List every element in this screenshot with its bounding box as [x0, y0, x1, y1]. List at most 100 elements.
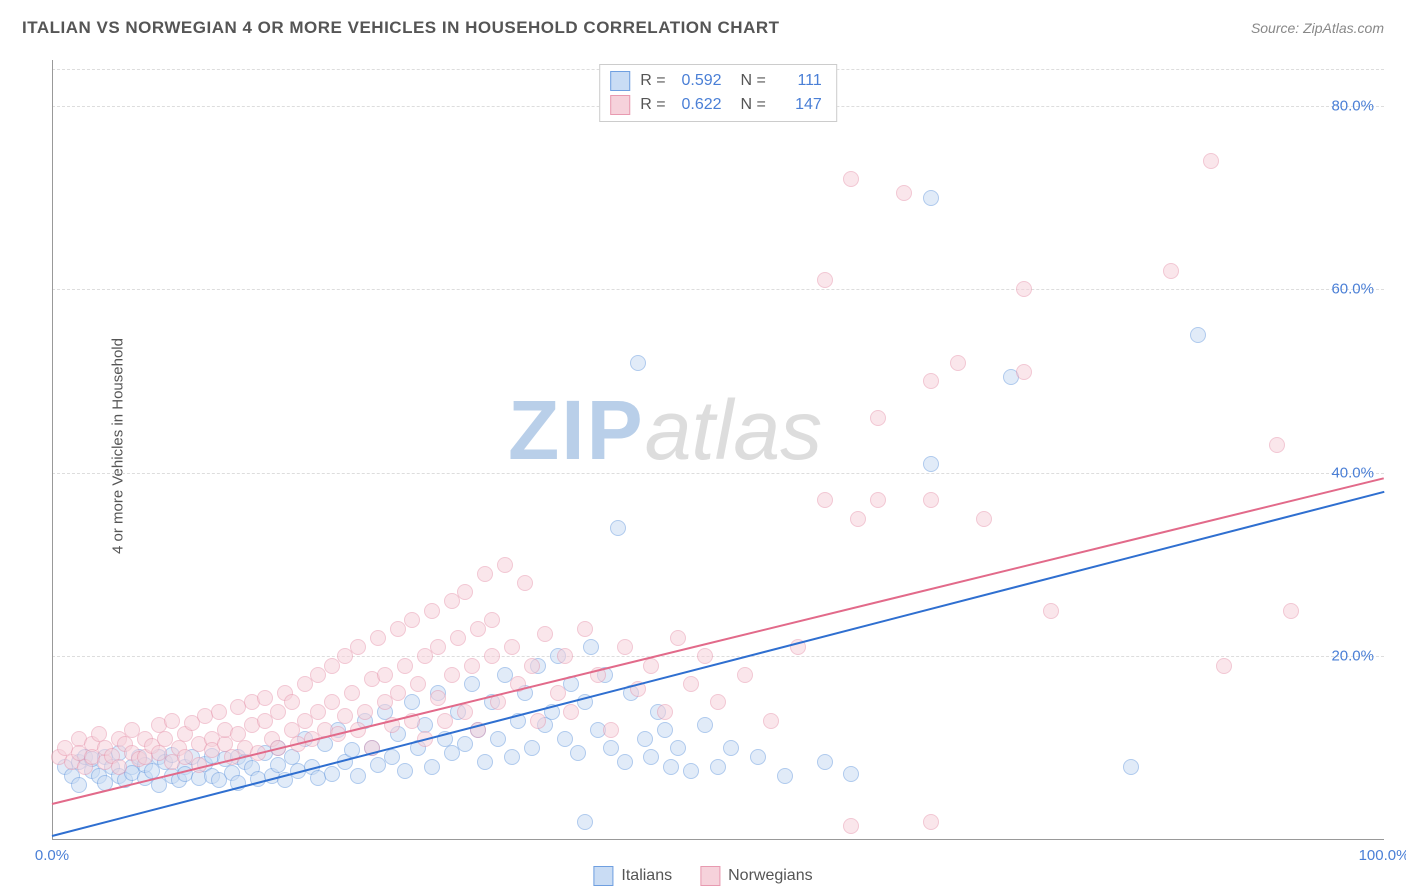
data-point — [484, 648, 500, 664]
data-point — [424, 603, 440, 619]
data-point — [350, 639, 366, 655]
x-axis — [52, 839, 1384, 840]
data-point — [350, 768, 366, 784]
data-point — [464, 658, 480, 674]
data-point — [843, 766, 859, 782]
data-point — [710, 694, 726, 710]
y-tick-label: 40.0% — [1331, 464, 1374, 481]
chart-title: ITALIAN VS NORWEGIAN 4 OR MORE VEHICLES … — [22, 18, 780, 38]
data-point — [923, 190, 939, 206]
data-point — [430, 690, 446, 706]
legend-swatch — [593, 866, 613, 886]
data-point — [710, 759, 726, 775]
data-point — [577, 621, 593, 637]
data-point — [1216, 658, 1232, 674]
data-point — [697, 648, 713, 664]
data-point — [817, 754, 833, 770]
data-point — [257, 690, 273, 706]
data-point — [870, 410, 886, 426]
data-point — [504, 639, 520, 655]
data-point — [1043, 603, 1059, 619]
bottom-legend: ItaliansNorwegians — [593, 866, 812, 886]
data-point — [763, 713, 779, 729]
data-point — [923, 373, 939, 389]
data-point — [530, 713, 546, 729]
data-point — [750, 749, 766, 765]
data-point — [663, 759, 679, 775]
data-point — [550, 685, 566, 701]
data-point — [477, 566, 493, 582]
data-point — [1016, 281, 1032, 297]
data-point — [923, 492, 939, 508]
data-point — [850, 511, 866, 527]
data-point — [457, 704, 473, 720]
data-point — [843, 171, 859, 187]
stat-value-r: 0.592 — [676, 69, 722, 93]
data-point — [357, 704, 373, 720]
y-axis — [52, 60, 53, 840]
data-point — [583, 639, 599, 655]
data-point — [817, 272, 833, 288]
regression-line — [52, 491, 1384, 837]
data-point — [517, 575, 533, 591]
legend-label: Italians — [621, 867, 672, 885]
data-point — [324, 766, 340, 782]
data-point — [603, 740, 619, 756]
data-point — [723, 740, 739, 756]
data-point — [617, 639, 633, 655]
data-point — [610, 520, 626, 536]
stats-row: R = 0.622 N = 147 — [610, 93, 822, 117]
data-point — [570, 745, 586, 761]
y-tick-label: 60.0% — [1331, 281, 1374, 298]
data-point — [657, 722, 673, 738]
data-point — [817, 492, 833, 508]
y-tick-label: 20.0% — [1331, 648, 1374, 665]
data-point — [370, 630, 386, 646]
scatter-plot: ZIPatlas 20.0%40.0%60.0%80.0%0.0%100.0%R… — [52, 60, 1384, 840]
data-point — [563, 704, 579, 720]
data-point — [670, 630, 686, 646]
data-point — [1016, 364, 1032, 380]
data-point — [410, 676, 426, 692]
data-point — [464, 676, 480, 692]
data-point — [976, 511, 992, 527]
data-point — [284, 694, 300, 710]
legend-swatch — [610, 71, 630, 91]
regression-line — [52, 478, 1384, 806]
svg-text:ZIPatlas: ZIPatlas — [508, 383, 822, 477]
stat-value-n: 111 — [776, 69, 822, 93]
data-point — [164, 713, 180, 729]
data-point — [377, 667, 393, 683]
data-point — [524, 658, 540, 674]
gridline — [52, 289, 1384, 290]
stat-value-r: 0.622 — [676, 93, 722, 117]
legend-swatch — [610, 95, 630, 115]
data-point — [683, 676, 699, 692]
data-point — [577, 814, 593, 830]
data-point — [923, 456, 939, 472]
data-point — [484, 612, 500, 628]
data-point — [344, 685, 360, 701]
data-point — [843, 818, 859, 834]
data-point — [683, 763, 699, 779]
data-point — [490, 731, 506, 747]
data-point — [896, 185, 912, 201]
stat-value-n: 147 — [776, 93, 822, 117]
data-point — [457, 584, 473, 600]
data-point — [777, 768, 793, 784]
stat-label-n: N = — [732, 93, 766, 117]
legend-swatch — [700, 866, 720, 886]
data-point — [923, 814, 939, 830]
data-point — [617, 754, 633, 770]
x-tick-label: 100.0% — [1359, 847, 1406, 864]
data-point — [457, 736, 473, 752]
data-point — [630, 355, 646, 371]
data-point — [404, 694, 420, 710]
data-point — [1283, 603, 1299, 619]
data-point — [397, 763, 413, 779]
gridline — [52, 473, 1384, 474]
data-point — [437, 713, 453, 729]
stat-label-r: R = — [640, 93, 665, 117]
data-point — [1190, 327, 1206, 343]
stat-label-n: N = — [732, 69, 766, 93]
